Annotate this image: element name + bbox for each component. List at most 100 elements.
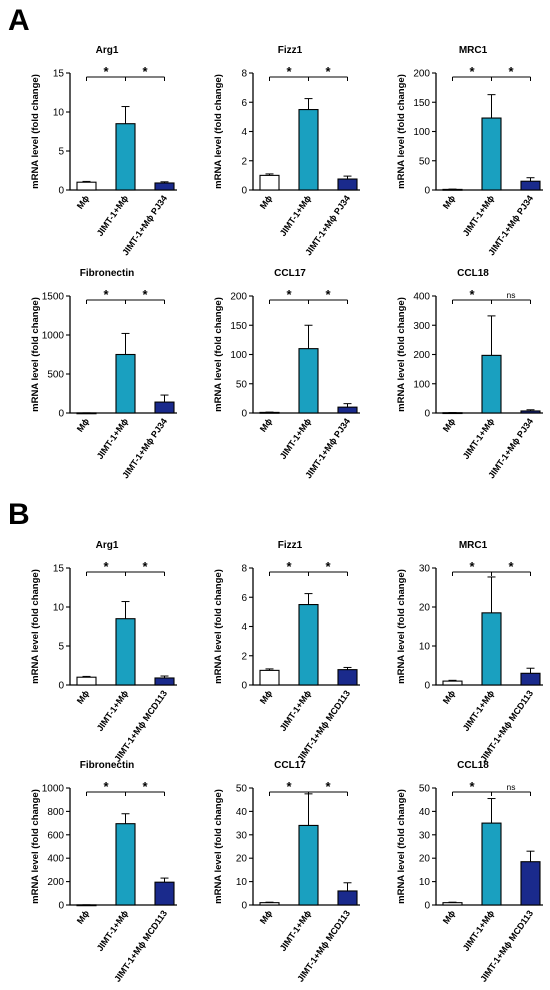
chart-svg: Fibronectin mRNA level (fold change) 0 200 4… bbox=[30, 760, 177, 984]
y-tick-label: 50 bbox=[236, 784, 248, 795]
significance-label: * bbox=[508, 64, 514, 79]
x-tick-label: JIMT-1+Mϕ PJ34 bbox=[303, 416, 352, 480]
chart-svg: CCL18 mRNA level (fold change) 0 100 200 300 4… bbox=[396, 268, 543, 480]
chart-title: Fibronectin bbox=[80, 760, 134, 771]
significance-label: ns bbox=[507, 290, 516, 300]
y-tick-label: 15 bbox=[53, 564, 65, 575]
y-axis-label: mRNA level (fold change) bbox=[213, 297, 224, 412]
bar bbox=[154, 401, 175, 414]
y-tick-label: 20 bbox=[236, 854, 248, 865]
bar bbox=[76, 676, 97, 686]
x-tick-label: JIMT-1+Mϕ PJ34 bbox=[486, 193, 535, 257]
bar bbox=[337, 890, 358, 906]
chart-svg: CCL18 mRNA level (fold change) 0 10 20 30 40 50… bbox=[396, 760, 543, 984]
significance-label: * bbox=[103, 64, 109, 79]
y-tick-label: 6 bbox=[241, 593, 247, 604]
x-tick-label: Mϕ bbox=[441, 416, 458, 434]
chart-6: CCL18 mRNA level (fold change) 0 100 200 300 4… bbox=[366, 258, 549, 498]
y-tick-label: 0 bbox=[241, 186, 247, 197]
y-tick-label: 30 bbox=[236, 830, 248, 841]
x-tick-label: Mϕ bbox=[258, 416, 275, 434]
bar bbox=[520, 410, 541, 414]
bar bbox=[115, 618, 136, 686]
y-tick-label: 800 bbox=[47, 807, 64, 818]
y-tick-label: 0 bbox=[241, 409, 247, 420]
chart-title: Arg1 bbox=[96, 45, 119, 56]
chart-8: Fizz1 mRNA level (fold change) 0 2 4 6 8 Mϕ JIMT… bbox=[183, 530, 366, 770]
x-tick-label: JIMT-1+Mϕ PJ34 bbox=[120, 416, 169, 480]
chart-svg: Fibronectin mRNA level (fold change) 0 500 1… bbox=[30, 268, 177, 480]
bar bbox=[481, 822, 502, 906]
significance-label: * bbox=[325, 559, 331, 574]
chart-title: CCL18 bbox=[457, 268, 489, 279]
y-tick-label: 0 bbox=[241, 681, 247, 692]
bar bbox=[298, 824, 319, 906]
y-tick-label: 1000 bbox=[42, 331, 65, 342]
significance-label: * bbox=[142, 559, 148, 574]
y-tick-label: 150 bbox=[230, 321, 247, 332]
x-tick-label: JIMT-1+Mϕ PJ34 bbox=[303, 193, 352, 257]
x-tick-label: JIMT-1+Mϕ bbox=[461, 193, 497, 238]
chart-svg: MRC1 mRNA level (fold change) 0 10 20 30 Mϕ JIM… bbox=[396, 540, 543, 764]
chart-title: MRC1 bbox=[459, 45, 488, 56]
x-tick-label: JIMT-1+Mϕ bbox=[95, 193, 131, 238]
y-tick-label: 5 bbox=[58, 147, 64, 158]
significance-label: * bbox=[142, 64, 148, 79]
x-tick-label: JIMT-1+Mϕ bbox=[461, 908, 497, 953]
y-tick-label: 10 bbox=[53, 603, 65, 614]
y-tick-label: 300 bbox=[413, 321, 430, 332]
y-axis-label: mRNA level (fold change) bbox=[396, 297, 407, 412]
significance-label: * bbox=[325, 64, 331, 79]
y-tick-label: 50 bbox=[419, 156, 431, 167]
chart-title: Arg1 bbox=[96, 540, 119, 551]
y-axis-label: mRNA level (fold change) bbox=[30, 789, 41, 904]
y-tick-label: 0 bbox=[58, 186, 64, 197]
x-tick-label: Mϕ bbox=[258, 908, 275, 926]
significance-label: * bbox=[286, 64, 292, 79]
y-tick-label: 150 bbox=[413, 98, 430, 109]
significance-label: * bbox=[103, 779, 109, 794]
x-tick-label: JIMT-1+Mϕ bbox=[461, 688, 497, 733]
bar bbox=[259, 174, 280, 191]
y-tick-label: 6 bbox=[241, 98, 247, 109]
bar bbox=[298, 348, 319, 414]
significance-label: * bbox=[325, 287, 331, 302]
x-tick-label: Mϕ bbox=[75, 416, 92, 434]
y-tick-label: 10 bbox=[236, 877, 248, 888]
significance-label: * bbox=[508, 559, 514, 574]
bar bbox=[76, 181, 97, 191]
significance-label: * bbox=[142, 779, 148, 794]
y-tick-label: 200 bbox=[47, 877, 64, 888]
bar bbox=[259, 669, 280, 686]
y-tick-label: 8 bbox=[241, 564, 247, 575]
y-tick-label: 0 bbox=[241, 901, 247, 912]
bar bbox=[481, 117, 502, 191]
y-tick-label: 0 bbox=[424, 409, 430, 420]
chart-2: Fizz1 mRNA level (fold change) 0 2 4 6 8 Mϕ JIMT… bbox=[183, 35, 366, 275]
y-tick-label: 20 bbox=[419, 603, 431, 614]
y-tick-label: 10 bbox=[53, 108, 65, 119]
x-tick-label: Mϕ bbox=[258, 688, 275, 706]
significance-label: * bbox=[469, 559, 475, 574]
panel-label-a: A bbox=[8, 4, 30, 37]
y-tick-label: 600 bbox=[47, 830, 64, 841]
chart-title: Fizz1 bbox=[278, 540, 303, 551]
y-tick-label: 4 bbox=[241, 622, 247, 633]
x-tick-label: JIMT-1+Mϕ PJ34 bbox=[120, 193, 169, 257]
bar bbox=[259, 902, 280, 906]
x-tick-label: JIMT-1+Mϕ bbox=[95, 688, 131, 733]
y-axis-label: mRNA level (fold change) bbox=[30, 74, 41, 189]
y-tick-label: 0 bbox=[424, 681, 430, 692]
chart-4: Fibronectin mRNA level (fold change) 0 500 1… bbox=[0, 258, 183, 498]
bar bbox=[520, 672, 541, 686]
x-tick-label: Mϕ bbox=[441, 688, 458, 706]
bar bbox=[337, 178, 358, 191]
significance-label: * bbox=[325, 779, 331, 794]
chart-5: CCL17 mRNA level (fold change) 0 50 100 150 20… bbox=[183, 258, 366, 498]
y-axis-label: mRNA level (fold change) bbox=[396, 569, 407, 684]
y-tick-label: 50 bbox=[236, 379, 248, 390]
chart-1: Arg1 mRNA level (fold change) 0 5 10 15 Mϕ JIMT… bbox=[0, 35, 183, 275]
significance-label: * bbox=[286, 779, 292, 794]
